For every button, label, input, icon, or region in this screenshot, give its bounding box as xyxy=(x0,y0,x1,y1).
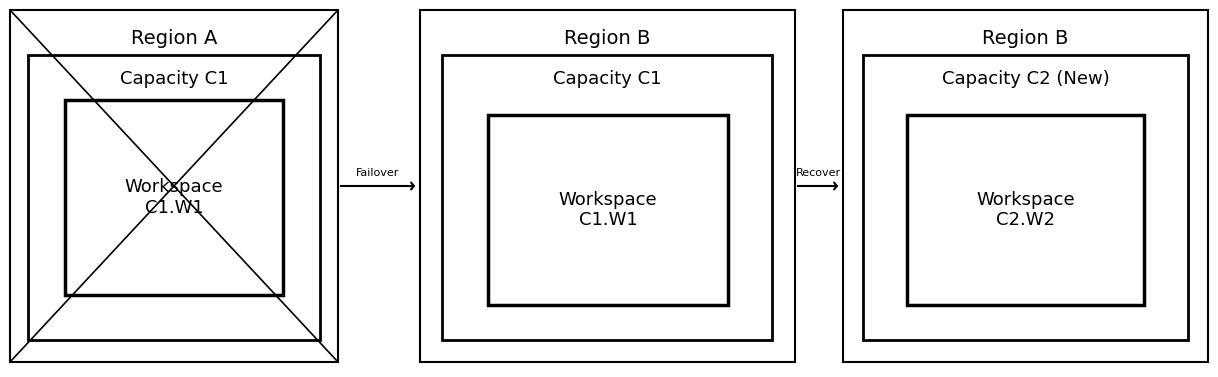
Text: Workspace
C1.W1: Workspace C1.W1 xyxy=(124,178,223,217)
Bar xyxy=(65,100,283,295)
Text: Capacity C2 (New): Capacity C2 (New) xyxy=(942,70,1110,88)
Bar xyxy=(420,10,795,362)
Text: Capacity C1: Capacity C1 xyxy=(119,70,228,88)
Text: Workspace
C2.W2: Workspace C2.W2 xyxy=(976,191,1074,229)
Bar xyxy=(864,55,1188,340)
Text: Region A: Region A xyxy=(130,29,217,48)
Bar xyxy=(907,115,1144,305)
Bar xyxy=(442,55,772,340)
Bar xyxy=(488,115,728,305)
Bar xyxy=(843,10,1208,362)
Text: Failover: Failover xyxy=(357,168,400,178)
Text: Region B: Region B xyxy=(982,29,1068,48)
Text: Region B: Region B xyxy=(564,29,650,48)
Text: Recover: Recover xyxy=(795,168,840,178)
Text: Capacity C1: Capacity C1 xyxy=(553,70,661,88)
Bar xyxy=(28,55,320,340)
Bar xyxy=(10,10,339,362)
Text: Workspace
C1.W1: Workspace C1.W1 xyxy=(559,191,658,229)
